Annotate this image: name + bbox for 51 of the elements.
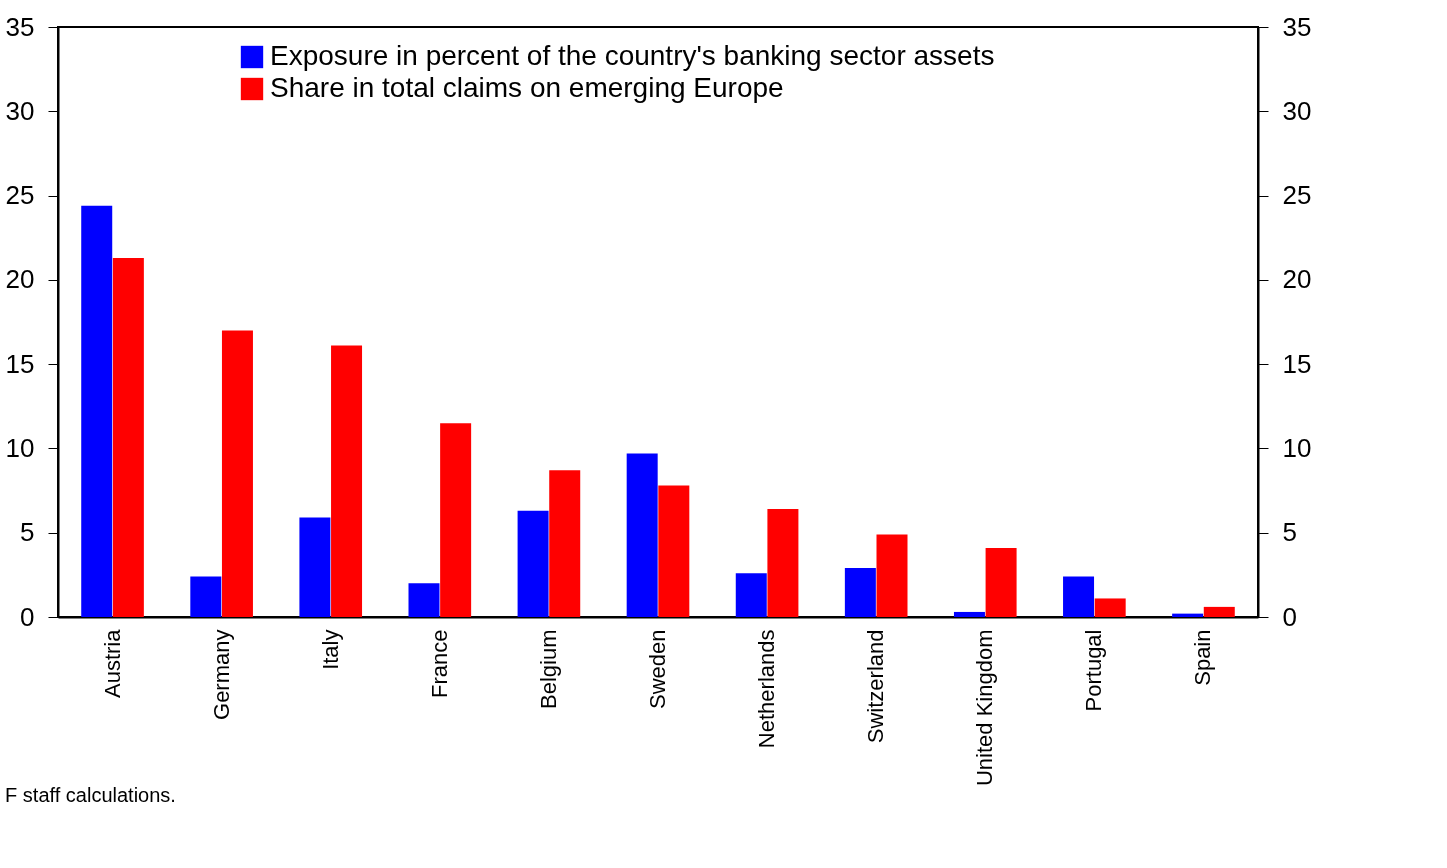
text: F staff calculations. — [5, 783, 176, 806]
x-tick-label: Austria — [99, 628, 125, 698]
bar — [81, 205, 113, 617]
bar — [331, 345, 363, 617]
legend-label: Exposure in percent of the country's banking sector assets — [270, 40, 995, 71]
bar — [1063, 576, 1095, 617]
x-tick-label: Sweden — [645, 629, 670, 710]
x-tick-label: Belgium — [535, 629, 561, 709]
bar — [299, 517, 331, 617]
y2-tick-label: 20 — [1282, 264, 1312, 295]
x-tick-label: Italy — [317, 629, 343, 670]
bar — [735, 573, 767, 617]
bar — [112, 257, 144, 617]
bar — [549, 470, 581, 617]
y2-tick-label: 30 — [1282, 95, 1312, 126]
y2-tick-label: 10 — [1282, 432, 1312, 463]
y2-tick-label: 35 — [1282, 11, 1312, 42]
y2-tick-label: 5 — [1282, 517, 1297, 548]
y2-tick-label: 0 — [1282, 601, 1297, 632]
bar — [876, 534, 908, 617]
y-tick-label: 5 — [20, 517, 35, 548]
x-tick-label: France — [426, 629, 452, 698]
x-tick-label: Portugal — [1081, 629, 1107, 712]
y2-tick-label: 25 — [1282, 180, 1312, 211]
bar — [658, 485, 690, 617]
x-tick-label: Germany — [208, 629, 234, 720]
bar — [517, 510, 549, 617]
y-tick-label: 30 — [5, 95, 35, 126]
x-tick-label: Switzerland — [863, 629, 889, 744]
bar — [190, 576, 222, 617]
bar — [844, 568, 876, 617]
y-tick-label: 25 — [5, 180, 35, 211]
bar — [767, 509, 799, 617]
bar — [1094, 598, 1126, 617]
bar — [440, 423, 472, 617]
x-tick-label: United Kingdom — [972, 629, 998, 787]
x-tick-label: Spain — [1190, 629, 1216, 686]
legend-label: Share in total claims on emerging Europe — [270, 72, 784, 103]
y2-tick-label: 15 — [1282, 348, 1312, 379]
bar — [626, 453, 658, 617]
y-tick-label: 10 — [5, 432, 35, 463]
y-tick-label: 20 — [5, 264, 35, 295]
y-tick-label: 15 — [5, 348, 35, 379]
bar — [985, 547, 1017, 617]
y-tick-label: 0 — [20, 601, 35, 632]
bar — [953, 611, 985, 617]
x-tick-label: Netherlands — [754, 629, 780, 749]
bar — [221, 330, 253, 617]
bar — [408, 583, 440, 617]
y-tick-label: 35 — [5, 11, 35, 42]
bar — [1203, 606, 1235, 617]
